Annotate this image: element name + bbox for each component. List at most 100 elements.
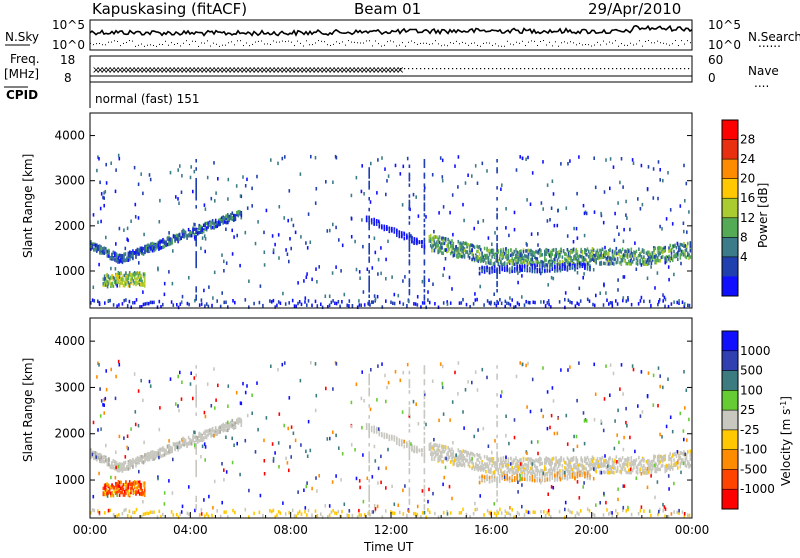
scatter-cell xyxy=(409,254,411,257)
scatter-cell xyxy=(400,172,402,176)
scatter-cell xyxy=(545,467,547,471)
scatter-cell xyxy=(567,477,569,481)
scatter-cell xyxy=(227,213,229,217)
scatter-cell xyxy=(544,269,546,273)
scatter-cell xyxy=(481,478,483,482)
scatter-cell xyxy=(180,302,182,306)
scatter-cell xyxy=(380,246,382,250)
colorbar-swatch xyxy=(722,140,738,160)
scatter-cell xyxy=(399,438,401,442)
nsearch-dot xyxy=(462,42,463,43)
nave-dots: .... xyxy=(754,76,769,90)
scatter-cell xyxy=(537,243,539,247)
nsearch-dot xyxy=(195,41,196,42)
scatter-cell xyxy=(399,443,401,447)
freq-label: Freq. xyxy=(10,52,40,66)
scatter-cell xyxy=(530,203,532,207)
scatter-cell xyxy=(440,156,442,160)
scatter-cell xyxy=(473,227,475,231)
scatter-cell xyxy=(308,212,310,216)
scatter-cell xyxy=(125,298,127,302)
scatter-cell xyxy=(553,248,555,252)
scatter-cell xyxy=(135,464,137,468)
scatter-cell xyxy=(493,249,495,253)
scatter-cell xyxy=(181,174,183,178)
scatter-cell xyxy=(584,264,586,268)
scatter-cell xyxy=(544,478,546,482)
nsearch-dot xyxy=(372,45,373,46)
scatter-cell xyxy=(385,277,387,281)
nsearch-dot xyxy=(105,44,106,45)
scatter-cell xyxy=(543,300,545,304)
scatter-cell xyxy=(640,299,642,303)
freq-dot xyxy=(616,68,617,69)
scatter-cell xyxy=(532,254,534,258)
scatter-cell xyxy=(407,157,409,161)
scatter-cell xyxy=(170,446,172,450)
scatter-cell xyxy=(524,269,526,273)
scatter-cell xyxy=(557,477,559,481)
scatter-cell xyxy=(562,267,564,271)
scatter-cell xyxy=(116,284,118,288)
scatter-cell xyxy=(200,433,202,437)
scatter-cell xyxy=(471,249,473,253)
scatter-cell xyxy=(610,301,612,305)
scatter-cell xyxy=(177,168,179,172)
scatter-cell xyxy=(195,235,197,239)
scatter-cell xyxy=(146,246,148,250)
scatter-cell xyxy=(129,250,131,254)
scatter-cell xyxy=(662,179,664,183)
freq-dot xyxy=(428,68,429,69)
scatter-cell xyxy=(155,248,157,252)
scatter-cell xyxy=(111,461,113,465)
colorbar-swatch xyxy=(722,237,738,257)
nsearch-dot xyxy=(414,42,415,43)
scatter-cell xyxy=(385,193,387,197)
scatter-cell xyxy=(603,303,605,307)
nsky-line xyxy=(90,26,692,36)
scatter-cell xyxy=(453,242,455,246)
nsearch-dot xyxy=(429,44,430,45)
scatter-cell xyxy=(614,239,616,243)
scatter-cell xyxy=(280,302,282,306)
scatter-cell xyxy=(594,304,596,308)
scatter-cell xyxy=(657,197,659,201)
scatter-cell xyxy=(636,250,638,254)
scatter-cell xyxy=(188,228,190,232)
scatter-cell xyxy=(110,267,112,271)
nsearch-dot xyxy=(609,42,610,43)
scatter-cell xyxy=(494,478,496,482)
scatter-cell xyxy=(359,270,361,274)
scatter-cell xyxy=(257,220,259,224)
scatter-cell xyxy=(150,301,152,305)
scatter-cell xyxy=(409,200,411,204)
nsearch-tick-top: 10^5 xyxy=(708,18,741,32)
scatter-cell xyxy=(372,300,374,304)
freq-dot xyxy=(472,68,473,69)
scatter-cell xyxy=(278,233,280,237)
beam-title: Beam 01 xyxy=(354,0,421,18)
scatter-cell xyxy=(580,299,582,303)
nsearch-dot xyxy=(405,46,406,47)
scatter-cell xyxy=(131,463,133,467)
scatter-cell xyxy=(143,303,145,307)
scatter-cell xyxy=(416,241,418,245)
scatter-cell xyxy=(673,458,675,462)
scatter-cell xyxy=(424,270,426,274)
nsearch-dot xyxy=(423,43,424,44)
scatter-cell xyxy=(484,476,486,480)
scatter-cell xyxy=(480,248,482,252)
scatter-cell xyxy=(100,207,102,211)
scatter-cell xyxy=(421,241,423,245)
scatter-cell xyxy=(462,203,464,207)
scatter-cell xyxy=(246,178,248,182)
scatter-cell xyxy=(164,450,166,454)
scatter-cell xyxy=(361,190,363,194)
nsearch-dot xyxy=(234,44,235,45)
scatter-cell xyxy=(271,300,273,304)
scatter-cell xyxy=(224,428,226,432)
nsearch-dot xyxy=(519,43,520,44)
scatter-cell xyxy=(557,471,559,475)
scatter-cell xyxy=(352,304,354,308)
scatter-cell xyxy=(424,183,426,187)
